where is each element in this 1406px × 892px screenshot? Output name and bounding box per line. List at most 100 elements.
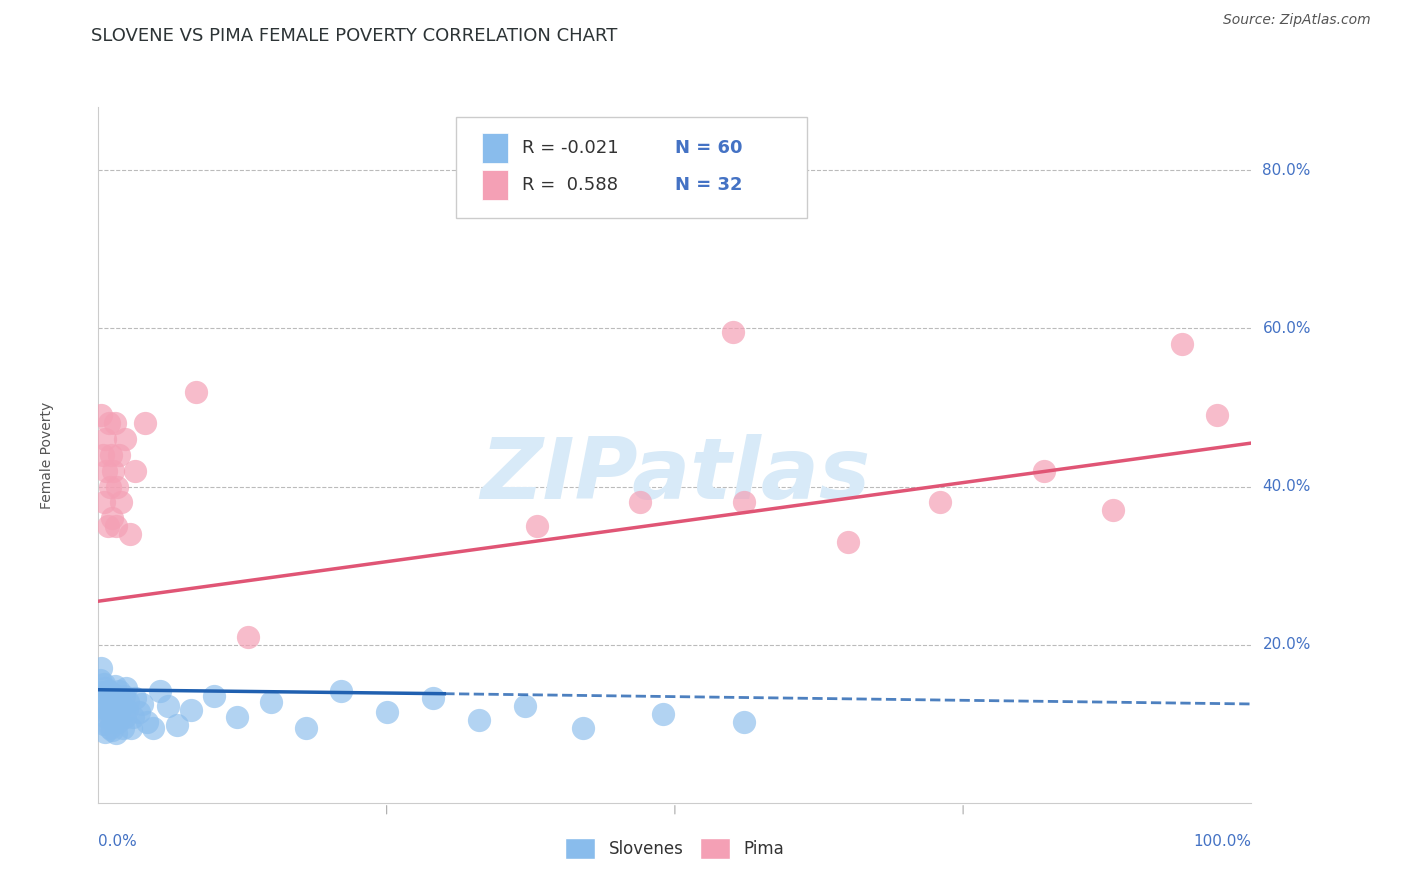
Point — [94, 432, 117, 446]
Point — [97, 683, 120, 698]
Point — [628, 495, 651, 509]
Point — [131, 697, 153, 711]
Point — [112, 689, 135, 703]
Point — [1032, 464, 1054, 478]
Point — [103, 679, 125, 693]
Text: 60.0%: 60.0% — [1263, 321, 1310, 336]
Point — [117, 702, 139, 716]
Point — [180, 702, 202, 716]
Point — [122, 710, 145, 724]
Point — [93, 495, 115, 509]
Point — [148, 683, 170, 698]
Point — [117, 695, 139, 709]
Legend: Slovenes, Pima: Slovenes, Pima — [558, 831, 792, 865]
Point — [526, 519, 548, 533]
Point — [238, 630, 260, 644]
Bar — [482, 134, 508, 162]
Point — [329, 683, 352, 698]
Point — [101, 699, 124, 714]
Point — [90, 409, 112, 423]
Point — [571, 721, 593, 735]
Point — [225, 710, 247, 724]
Point — [105, 479, 128, 493]
Point — [91, 701, 114, 715]
Point — [97, 707, 120, 722]
Point — [134, 417, 156, 431]
Point — [652, 707, 675, 722]
Point — [98, 479, 121, 493]
Point — [114, 710, 136, 724]
Point — [100, 448, 122, 462]
Point — [513, 699, 536, 714]
Text: Source: ZipAtlas.com: Source: ZipAtlas.com — [1223, 13, 1371, 28]
Point — [101, 723, 124, 737]
Point — [103, 464, 125, 478]
Point — [91, 448, 114, 462]
Text: 80.0%: 80.0% — [1263, 163, 1310, 178]
Text: ZIPatlas: ZIPatlas — [479, 434, 870, 517]
Point — [97, 691, 120, 706]
Text: R = -0.021: R = -0.021 — [522, 139, 619, 157]
Point — [422, 691, 444, 706]
Point — [97, 417, 120, 431]
Point — [837, 534, 859, 549]
Point — [104, 519, 127, 533]
Text: 40.0%: 40.0% — [1263, 479, 1310, 494]
Text: N = 32: N = 32 — [675, 176, 742, 194]
Point — [90, 685, 112, 699]
Point — [135, 715, 157, 730]
Point — [114, 432, 136, 446]
Text: Female Poverty: Female Poverty — [39, 401, 53, 508]
Point — [929, 495, 952, 509]
Point — [89, 673, 111, 688]
Point — [96, 464, 118, 478]
FancyBboxPatch shape — [456, 118, 807, 219]
Point — [468, 713, 491, 727]
Point — [94, 681, 117, 695]
Point — [295, 721, 318, 735]
Point — [104, 726, 127, 740]
Point — [96, 710, 118, 724]
Point — [104, 705, 127, 719]
Point — [98, 695, 121, 709]
Point — [94, 724, 117, 739]
Point — [1171, 337, 1194, 351]
Point — [142, 721, 165, 735]
Point — [186, 384, 208, 399]
Bar — [482, 170, 508, 200]
Point — [260, 695, 283, 709]
Point — [97, 702, 120, 716]
Text: SLOVENE VS PIMA FEMALE POVERTY CORRELATION CHART: SLOVENE VS PIMA FEMALE POVERTY CORRELATI… — [91, 27, 617, 45]
Point — [128, 705, 150, 719]
Point — [110, 702, 132, 716]
Point — [202, 689, 225, 703]
Point — [100, 689, 122, 703]
Text: 100.0%: 100.0% — [1194, 834, 1251, 849]
Point — [166, 718, 188, 732]
Point — [93, 677, 115, 691]
Point — [90, 661, 112, 675]
Point — [118, 527, 141, 541]
Point — [108, 448, 131, 462]
Point — [103, 713, 125, 727]
Text: N = 60: N = 60 — [675, 139, 742, 157]
Point — [111, 721, 134, 735]
Point — [110, 495, 132, 509]
Point — [103, 687, 125, 701]
Point — [98, 721, 121, 735]
Point — [733, 715, 755, 730]
Point — [1205, 409, 1227, 423]
Point — [1102, 503, 1125, 517]
Point — [93, 716, 115, 731]
Point — [100, 705, 122, 719]
Point — [108, 683, 131, 698]
Point — [156, 699, 179, 714]
Point — [721, 326, 744, 340]
Point — [103, 695, 125, 709]
Point — [124, 691, 146, 706]
Point — [101, 511, 124, 525]
Point — [110, 697, 132, 711]
Point — [107, 715, 129, 730]
Point — [120, 721, 142, 735]
Point — [103, 417, 125, 431]
